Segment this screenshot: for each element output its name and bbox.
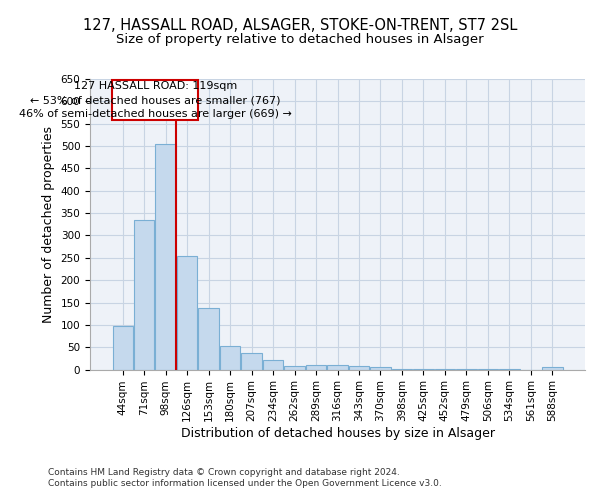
Text: 127, HASSALL ROAD, ALSAGER, STOKE-ON-TRENT, ST7 2SL: 127, HASSALL ROAD, ALSAGER, STOKE-ON-TRE…	[83, 18, 517, 32]
Bar	[199, 308, 219, 370]
Bar	[542, 368, 563, 370]
Bar	[263, 360, 283, 370]
Bar	[220, 346, 241, 370]
X-axis label: Distribution of detached houses by size in Alsager: Distribution of detached houses by size …	[181, 427, 494, 440]
Y-axis label: Number of detached properties: Number of detached properties	[42, 126, 55, 323]
Bar	[349, 366, 369, 370]
Bar	[284, 366, 305, 370]
Bar	[370, 367, 391, 370]
Bar	[155, 144, 176, 370]
Bar	[241, 353, 262, 370]
Bar	[413, 368, 434, 370]
Bar	[328, 365, 348, 370]
Text: Contains HM Land Registry data © Crown copyright and database right 2024.
Contai: Contains HM Land Registry data © Crown c…	[48, 468, 442, 487]
Bar	[134, 220, 154, 370]
Bar	[113, 326, 133, 370]
FancyBboxPatch shape	[112, 80, 199, 120]
Bar	[306, 365, 326, 370]
Text: 127 HASSALL ROAD: 119sqm
← 53% of detached houses are smaller (767)
46% of semi-: 127 HASSALL ROAD: 119sqm ← 53% of detach…	[19, 81, 292, 119]
Bar	[392, 368, 412, 370]
Bar	[177, 256, 197, 370]
Text: Size of property relative to detached houses in Alsager: Size of property relative to detached ho…	[116, 32, 484, 46]
